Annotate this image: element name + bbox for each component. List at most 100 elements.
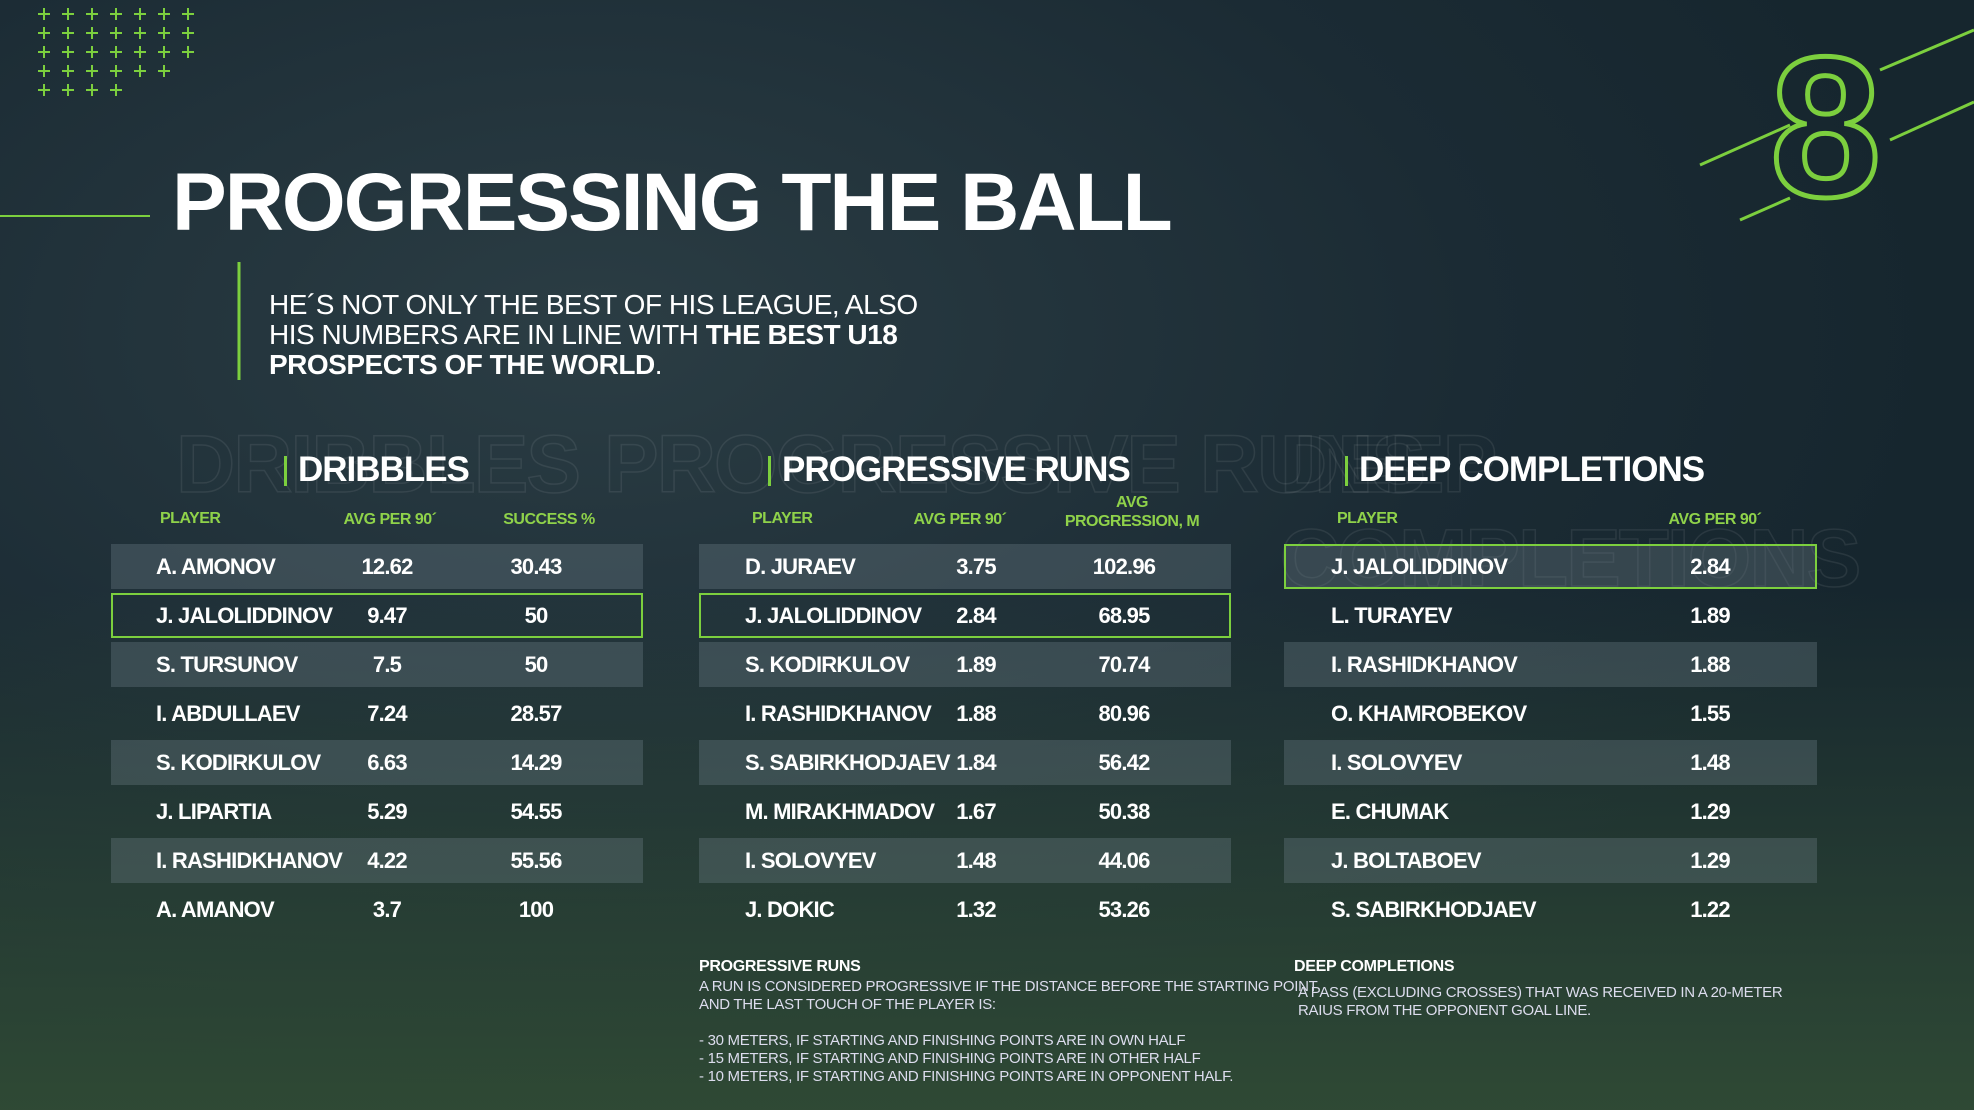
table-cell: 80.96 (1098, 701, 1150, 726)
table-cell: I. RASHIDKHANOV (1331, 652, 1518, 677)
table-cell: J. JALOLIDDINOV (745, 603, 922, 628)
table-cell: S. KODIRKULOV (745, 652, 910, 677)
table-cell: J. DOKIC (745, 897, 835, 922)
section-ghost-title: PROGRESSIVE RUNS (603, 418, 1427, 511)
table-cell: 12.62 (361, 554, 413, 579)
table-cell: J. JALOLIDDINOV (156, 603, 333, 628)
table-row (111, 740, 643, 785)
table-cell: 1.84 (956, 750, 996, 775)
table-row (111, 593, 643, 638)
table-cell: S. TURSUNOV (156, 652, 298, 677)
table-cell: 2.84 (956, 603, 996, 628)
table-cell: 56.42 (1098, 750, 1150, 775)
table-cell: I. RASHIDKHANOV (745, 701, 932, 726)
table-cell: 5.29 (367, 799, 407, 824)
page-number: 8 (1767, 16, 1883, 239)
table-row (699, 593, 1231, 638)
table-cell: 1.88 (1690, 652, 1730, 677)
table-cell: S. SABIRKHODJAEV (745, 750, 951, 775)
table-row (1284, 642, 1817, 687)
table-cell: 3.7 (372, 897, 402, 922)
note-line: - 30 METERS, IF STARTING AND FINISHING P… (699, 1032, 1186, 1049)
table-row (699, 838, 1231, 883)
table-cell: 6.63 (367, 750, 407, 775)
table-cell: 1.29 (1690, 799, 1730, 824)
table-cell: E. CHUMAK (1331, 799, 1449, 824)
table-cell: 2.84 (1690, 554, 1730, 579)
column-header: AVG PER 90´ (1668, 511, 1762, 528)
table-cell: 14.29 (510, 750, 562, 775)
table-cell: 53.26 (1098, 897, 1150, 922)
section-bar (1345, 456, 1348, 486)
table-row (1284, 740, 1817, 785)
column-header: PLAYER (160, 510, 221, 527)
table-row (1284, 838, 1817, 883)
table-cell: M. MIRAKHMADOV (745, 799, 935, 824)
table-cell: 1.32 (956, 897, 996, 922)
table-cell: 1.48 (1690, 750, 1730, 775)
table-cell: 55.56 (510, 848, 562, 873)
table-cell: S. SABIRKHODJAEV (1331, 897, 1537, 922)
column-header: PLAYER (752, 510, 813, 527)
table-cell: 30.43 (510, 554, 562, 579)
table-cell: 28.57 (510, 701, 562, 726)
subtitle-bold: PROSPECTS OF THE WORLD (269, 349, 655, 380)
note-line: AND THE LAST TOUCH OF THE PLAYER IS: (699, 996, 996, 1013)
table-cell: 68.95 (1098, 603, 1150, 628)
section-ghost-title: DRIBBLES (175, 418, 582, 511)
table-cell: S. KODIRKULOV (156, 750, 321, 775)
table-cell: 4.22 (367, 848, 407, 873)
table-cell: 44.06 (1098, 848, 1150, 873)
table-cell: 1.89 (956, 652, 996, 677)
subtitle-bold: THE BEST U18 (705, 319, 898, 350)
table-cell: 50 (524, 652, 549, 677)
title: PROGRESSING THE BALL (172, 157, 1173, 248)
table-cell: 54.55 (510, 799, 562, 824)
table-cell: O. KHAMROBEKOV (1331, 701, 1527, 726)
table-cell: 50.38 (1098, 799, 1150, 824)
note-line: - 15 METERS, IF STARTING AND FINISHING P… (699, 1050, 1201, 1067)
table-cell: J. BOLTABOEV (1331, 848, 1482, 873)
subtitle-text: HIS NUMBERS ARE IN LINE WITH (269, 319, 699, 350)
table-cell: I. ABDULLAEV (156, 701, 300, 726)
table-cell: J. LIPARTIA (156, 799, 272, 824)
table-cell: 1.89 (1690, 603, 1730, 628)
table-cell: 102.96 (1092, 554, 1156, 579)
table-cell: L. TURAYEV (1331, 603, 1453, 628)
section-title: DRIBBLES (298, 450, 470, 489)
table-cell: 50 (524, 603, 549, 628)
table-row (699, 544, 1231, 589)
table-row (111, 838, 643, 883)
note-line: RAIUS FROM THE OPPONENT GOAL LINE. (1298, 1002, 1591, 1019)
table-cell: 7.24 (367, 701, 407, 726)
table-cell: D. JURAEV (745, 554, 856, 579)
table-cell: A. AMONOV (156, 554, 276, 579)
table-cell: I. SOLOVYEV (745, 848, 876, 873)
table-cell: 1.88 (956, 701, 996, 726)
section-title: DEEP COMPLETIONS (1359, 450, 1705, 489)
column-header: AVG PER 90´ (913, 511, 1007, 528)
table-cell: 100 (518, 897, 554, 922)
column-header: PLAYER (1337, 510, 1398, 527)
table-cell: 1.67 (956, 799, 996, 824)
table-cell: 3.75 (956, 554, 996, 579)
note-line: A RUN IS CONSIDERED PROGRESSIVE IF THE D… (699, 978, 1318, 995)
table-cell: I. RASHIDKHANOV (156, 848, 343, 873)
subtitle: HE´S NOT ONLY THE BEST OF HIS LEAGUE, AL… (269, 290, 918, 380)
table-row (699, 642, 1231, 687)
column-header: AVG PER 90´ (343, 511, 437, 528)
table-cell: 9.47 (367, 603, 407, 628)
column-header: SUCCESS % (503, 511, 595, 528)
table-cell: 1.55 (1690, 701, 1730, 726)
table-cell: 1.48 (956, 848, 996, 873)
note-line: A PASS (EXCLUDING CROSSES) THAT WAS RECE… (1298, 984, 1783, 1001)
table-row (111, 544, 643, 589)
subtitle-text: . (654, 349, 663, 380)
section-ghost-title: DEEP COMPLETIONS (1279, 418, 1862, 605)
table-cell: A. AMANOV (156, 897, 275, 922)
note-title: DEEP COMPLETIONS (1294, 958, 1455, 975)
note-title: PROGRESSIVE RUNS (699, 958, 861, 975)
table-cell: 1.29 (1690, 848, 1730, 873)
table-cell: 1.22 (1690, 897, 1730, 922)
